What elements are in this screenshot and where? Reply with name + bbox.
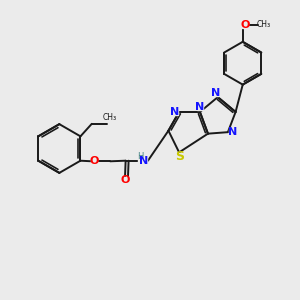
Text: N: N bbox=[195, 102, 205, 112]
Text: O: O bbox=[120, 175, 130, 185]
Bar bbox=[138, 158, 147, 164]
Text: CH₃: CH₃ bbox=[257, 20, 271, 29]
Text: O: O bbox=[240, 20, 250, 30]
Bar bbox=[171, 109, 178, 115]
Text: CH₃: CH₃ bbox=[102, 113, 116, 122]
Text: N: N bbox=[139, 156, 148, 166]
Text: N: N bbox=[228, 127, 237, 137]
Bar bbox=[176, 153, 182, 160]
Text: S: S bbox=[175, 150, 184, 163]
Bar bbox=[230, 129, 236, 135]
Text: H: H bbox=[137, 152, 143, 161]
Text: N: N bbox=[170, 107, 179, 117]
Bar bbox=[242, 22, 248, 28]
Bar bbox=[197, 104, 203, 110]
Bar bbox=[122, 177, 128, 184]
Text: O: O bbox=[89, 156, 99, 166]
Text: N: N bbox=[211, 88, 220, 98]
Bar bbox=[91, 158, 98, 165]
Bar bbox=[212, 90, 219, 96]
